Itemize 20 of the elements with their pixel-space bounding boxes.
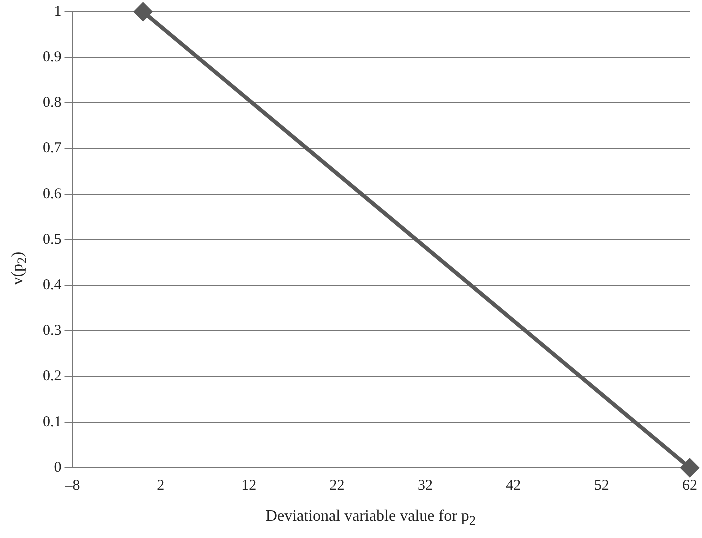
y-tick-label: 0.5: [43, 232, 62, 248]
y-tick-label: 0.7: [43, 140, 62, 157]
y-tick-label: 0.8: [43, 95, 62, 112]
y-tick-label: 0.3: [43, 323, 62, 340]
y-tick-label: 0.4: [43, 278, 62, 294]
x-tick-label: 12: [242, 478, 257, 494]
y-tick-label: 0.6: [43, 186, 62, 202]
x-tick-label: –8: [64, 478, 80, 494]
y-tick-label: 0: [54, 460, 62, 476]
x-tick-label: 2: [157, 478, 165, 494]
y-tick-label: 1: [54, 4, 62, 20]
x-tick-label: 32: [418, 478, 433, 494]
y-tick-label: 0.9: [43, 50, 62, 66]
x-tick-label: 52: [594, 478, 610, 494]
x-tick-label: 62: [682, 478, 698, 494]
y-tick-label: 0.1: [43, 414, 62, 430]
y-tick-label: 0.2: [43, 368, 62, 385]
x-tick-label: 22: [330, 478, 345, 494]
x-axis-title: Deviational variable value for p$_{2}$: [264, 508, 478, 530]
x-tick-label: 42: [506, 478, 522, 494]
